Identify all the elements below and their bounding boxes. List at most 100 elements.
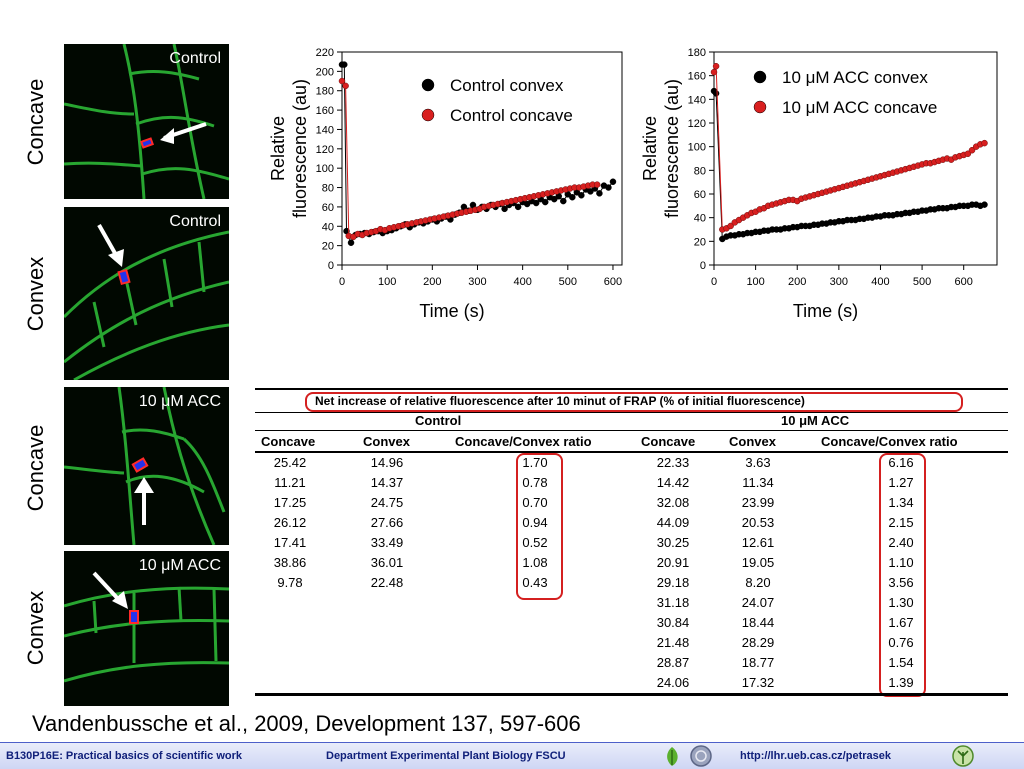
plot-frame: [341, 51, 623, 266]
series-line: [713, 66, 985, 231]
table-cell: 24.07: [741, 595, 775, 610]
y-tick-label: 160: [316, 105, 334, 117]
data-point: [968, 146, 976, 154]
y-tick-label: 60: [322, 202, 334, 214]
data-point: [342, 82, 349, 90]
side-label-concave: Concave: [23, 424, 48, 512]
y-tick-label: 100: [316, 163, 334, 175]
table-cell: 21.48: [656, 635, 690, 650]
data-point: [350, 233, 357, 241]
data-point: [541, 198, 549, 206]
x-tick-label: 300: [468, 276, 486, 288]
panel-label: 10 μM ACC: [138, 557, 221, 574]
table-cell: 8.20: [745, 575, 771, 590]
table-cell: 38.86: [273, 555, 307, 570]
table-cell: 1.54: [888, 655, 914, 670]
micrograph-acc-concave: 10 μM ACC: [64, 387, 229, 545]
y-tick-label: 120: [316, 144, 334, 156]
group-header-acc: 10 μM ACC: [781, 413, 850, 428]
chart-acc-frap: 0 20 40 60 80 100 120 140 160 180 0 100 200 300 400 500…: [630, 40, 1015, 330]
table-top-rule: [255, 388, 1008, 390]
table-cell: 1.67: [888, 615, 914, 630]
table-cell: 29.18: [656, 575, 690, 590]
website-link[interactable]: http://lhr.ueb.cas.cz/petrasek: [740, 750, 891, 762]
citation: Vandenbussche et al., 2009, Development …: [32, 711, 581, 736]
table-cell: 17.41: [273, 535, 307, 550]
data-point: [596, 190, 603, 197]
table-cell: 0.70: [522, 495, 548, 510]
table-cell: 22.33: [656, 455, 690, 470]
x-tick-label: 600: [604, 276, 622, 288]
table-cell: 0.43: [522, 575, 548, 590]
table-cell: 11.34: [742, 475, 774, 490]
micrograph-control-convex: Control: [64, 207, 229, 380]
y-tick-label: 60: [694, 189, 706, 201]
data-point: [727, 222, 734, 230]
table-cell: 26.12: [273, 515, 307, 530]
data-point: [593, 181, 601, 188]
micrograph-control-concave: Control: [64, 44, 229, 199]
table-cell: 27.66: [370, 515, 404, 530]
y-tick-label: 140: [316, 124, 334, 136]
x-tick-label: 200: [788, 276, 806, 288]
y-tick-label: 120: [688, 118, 706, 130]
table-cell: 6.16: [888, 455, 914, 470]
table-cell: 0.78: [522, 475, 548, 490]
y-tick-label: 220: [316, 47, 334, 59]
table-bottom-rule: [255, 693, 1008, 696]
cell-wall-image: [64, 387, 226, 545]
legend-marker: [753, 100, 767, 114]
table-cell: 24.06: [656, 675, 690, 690]
y-axis-label-line: Relative: [268, 116, 288, 181]
data-point: [560, 197, 567, 205]
table-cell: 30.25: [656, 535, 690, 550]
table-cell: 1.39: [888, 675, 914, 690]
data-point: [501, 205, 508, 213]
panel-label: Control: [169, 213, 221, 230]
panel-label: 10 μM ACC: [138, 393, 221, 410]
y-tick-label: 20: [322, 241, 334, 253]
table-cell: 0.94: [522, 515, 548, 530]
title-rule: [255, 412, 1008, 413]
y-tick-label: 40: [322, 221, 334, 233]
y-axis-label-line: fluorescence (au): [290, 79, 310, 218]
department-name: Department Experimental Plant Biology FS…: [326, 750, 566, 762]
course-title: B130P16E: Practical basics of scientific…: [6, 750, 243, 762]
plant-emblem-icon: [952, 745, 974, 767]
table-cell: 32.08: [656, 495, 690, 510]
y-axis-label-line: Relative: [640, 116, 660, 181]
leaf-logo-icon: [667, 747, 678, 766]
header-rule: [255, 451, 1008, 453]
data-point: [710, 68, 718, 76]
data-point: [569, 193, 576, 201]
data-point: [578, 192, 585, 199]
plot-frame: [713, 51, 998, 266]
col-header: Concave: [641, 434, 696, 449]
table-cell: 14.96: [370, 455, 404, 470]
table-cell: 0.76: [888, 635, 914, 650]
table-cell: 44.09: [656, 515, 690, 530]
ratio-highlight-acc: [879, 453, 926, 697]
side-label-convex: Convex: [23, 256, 48, 332]
table-cell: 30.84: [656, 615, 690, 630]
micrograph-acc-convex: 10 μM ACC: [64, 551, 229, 706]
x-tick-label: 0: [711, 276, 717, 288]
panel-label: Control: [169, 50, 221, 67]
table-cell: 22.48: [370, 575, 404, 590]
table-cell: 20.91: [656, 555, 690, 570]
chart-control-frap: 0 20 40 60 80 100 120 140 160 180 200 220 0 100 200 300…: [250, 40, 640, 330]
table-cell: 28.87: [656, 655, 690, 670]
col-header: Convex: [363, 434, 410, 449]
y-tick-label: 40: [694, 213, 706, 225]
table-cell: 1.27: [888, 475, 914, 490]
cell-wall-image: [64, 44, 229, 199]
cell-wall-image: [64, 224, 229, 380]
table-cell: 19.05: [741, 555, 775, 570]
y-tick-label: 20: [694, 236, 706, 248]
data-point: [605, 184, 612, 191]
table-cell: 1.10: [888, 555, 914, 570]
legend-label: Control concave: [450, 106, 573, 125]
y-tick-label: 160: [688, 71, 706, 83]
table-cell: 14.37: [370, 475, 404, 490]
col-header: Concave/Convex ratio: [455, 434, 592, 449]
